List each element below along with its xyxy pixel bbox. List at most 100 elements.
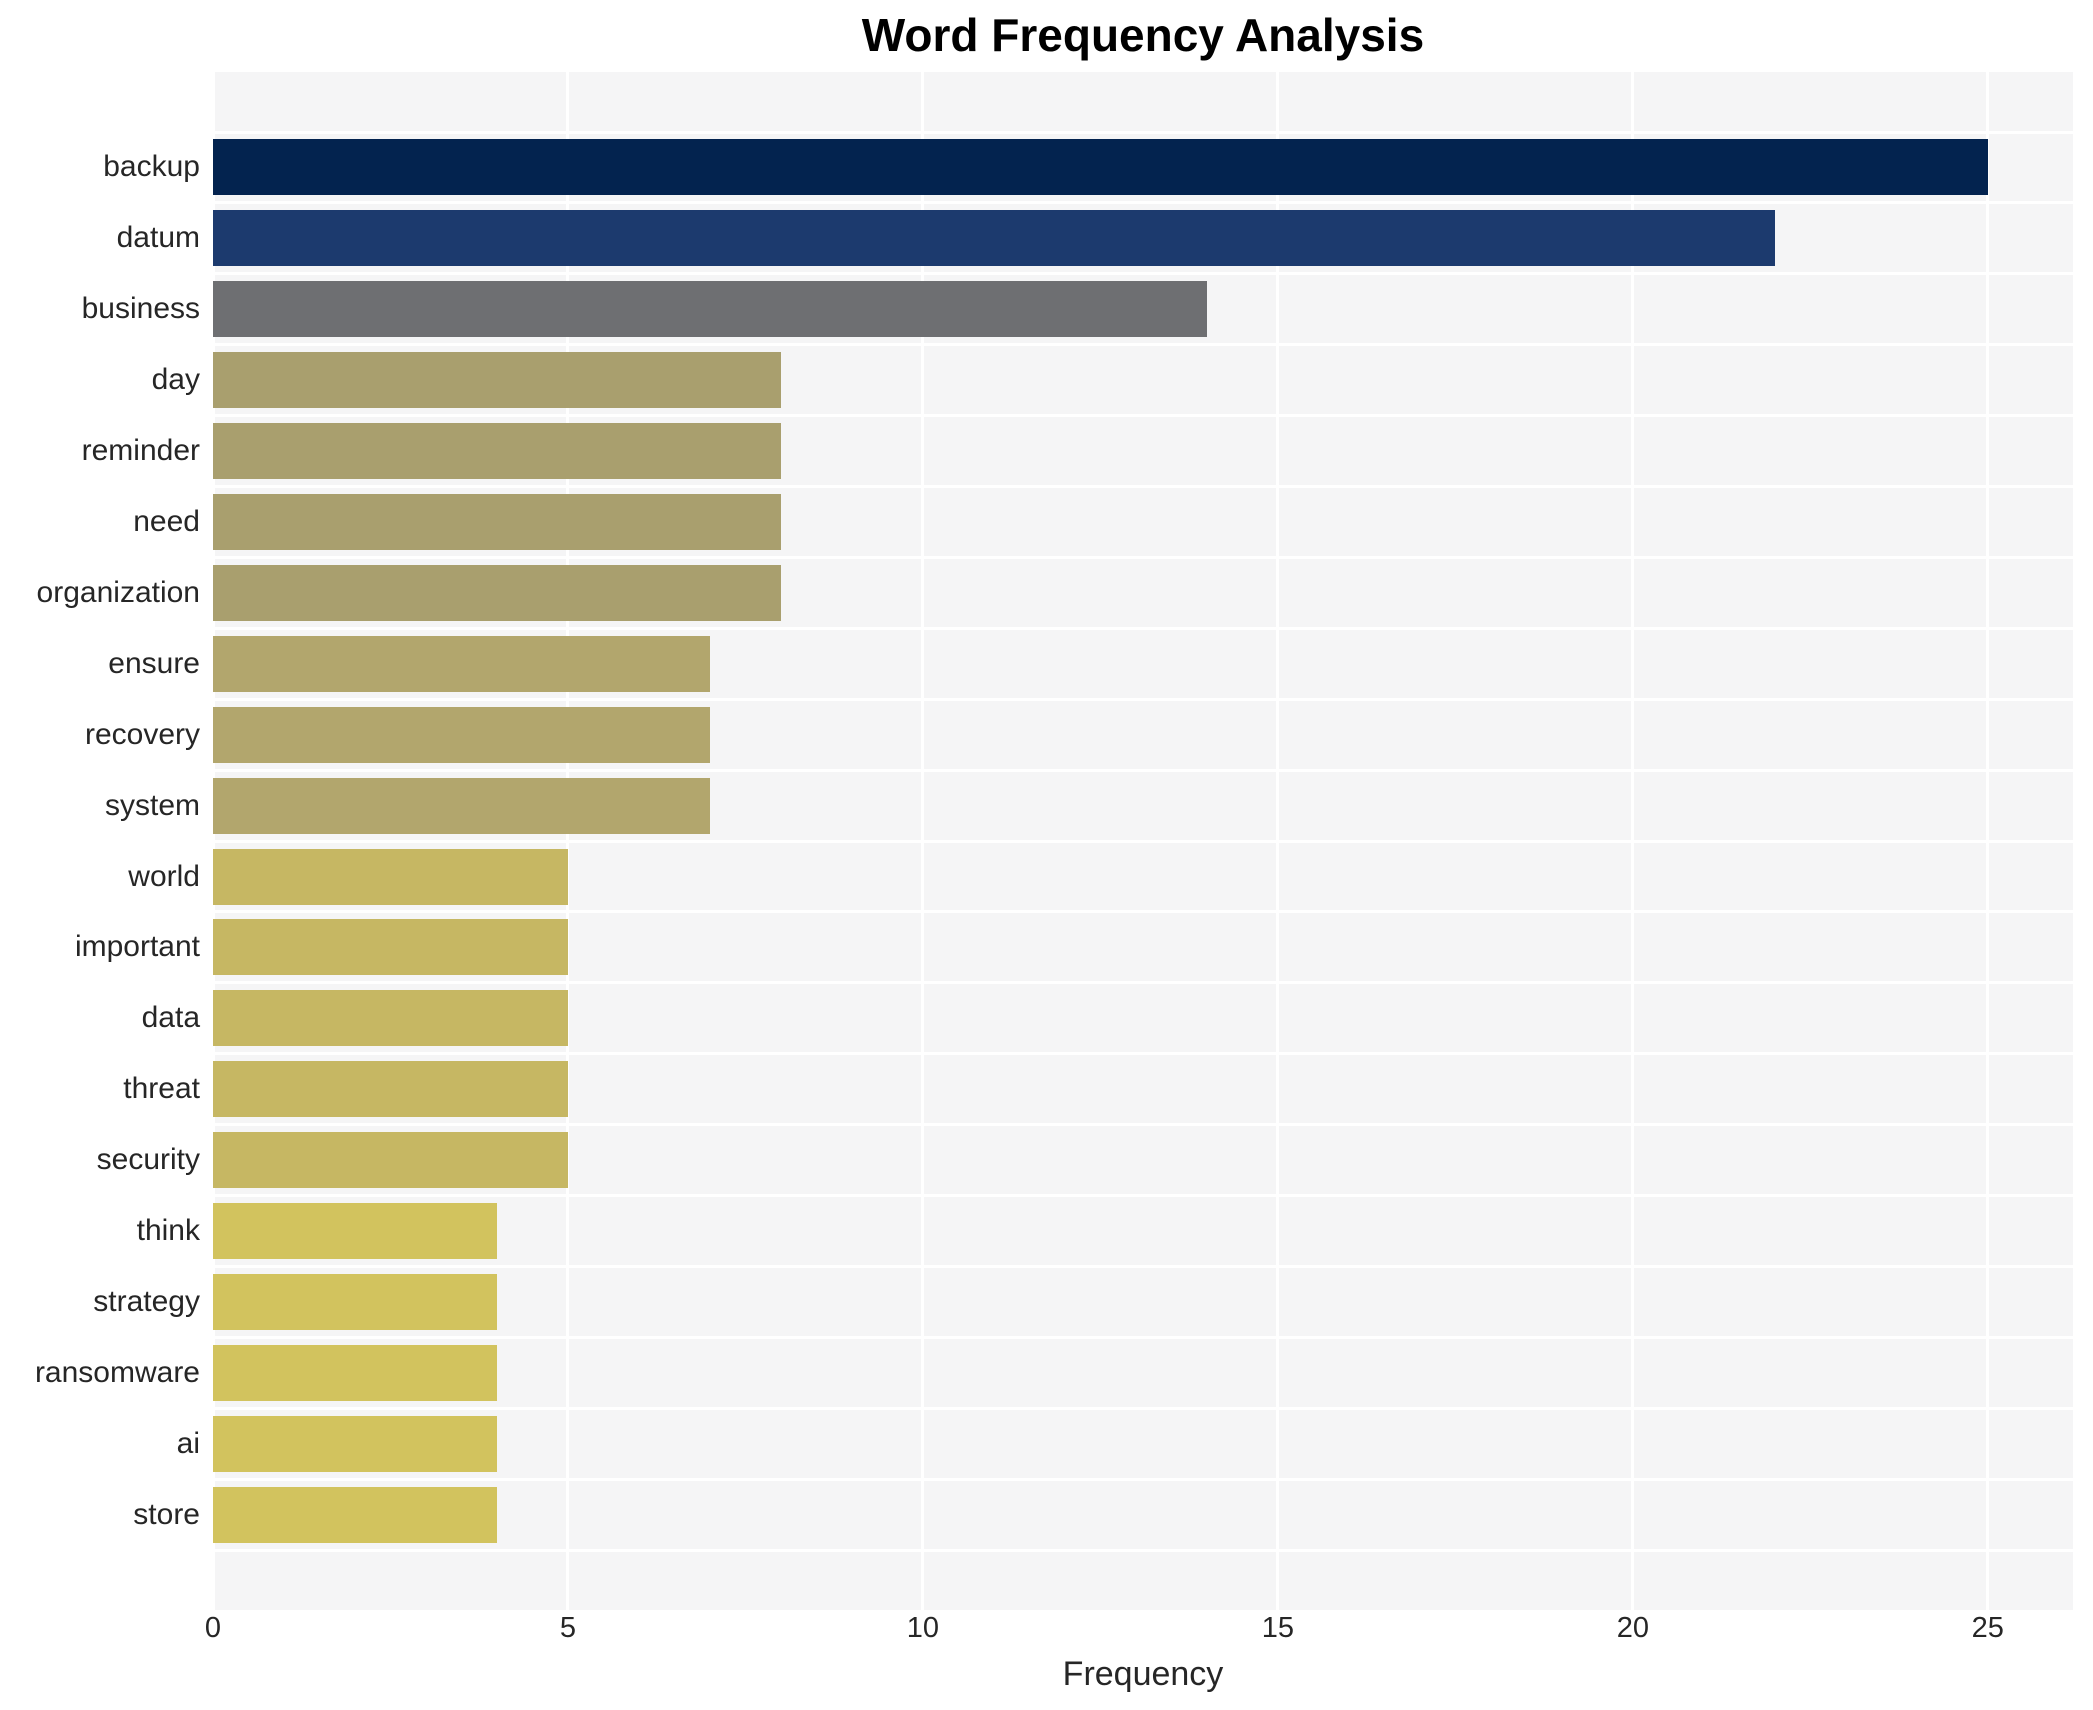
bar-day (213, 352, 781, 409)
vertical-gridline (566, 72, 570, 1610)
category-label-store: store (133, 1497, 200, 1531)
table-row: business (0, 274, 2073, 345)
category-label-organization: organization (36, 575, 200, 609)
x-tick-label-5: 5 (559, 1612, 577, 1644)
horizontal-gridline (213, 272, 2073, 276)
bar-track (213, 1125, 2073, 1196)
bar-track (213, 203, 2073, 274)
category-label-data: data (141, 1001, 200, 1035)
bar-track (213, 770, 2073, 841)
bar-track (213, 1267, 2073, 1338)
category-label-important: important (74, 930, 200, 964)
bar-datum (213, 210, 1775, 267)
bar-track (213, 345, 2073, 416)
bar-track (213, 1196, 2073, 1267)
table-row: data (0, 983, 2073, 1054)
bar-track (213, 912, 2073, 983)
table-row: organization (0, 557, 2073, 628)
category-label-business: business (81, 292, 200, 326)
bar-reminder (213, 423, 781, 480)
horizontal-gridline (213, 1264, 2073, 1268)
table-row: system (0, 770, 2073, 841)
horizontal-gridline (213, 201, 2073, 205)
bar-track (213, 557, 2073, 628)
bar-track (213, 274, 2073, 345)
bar-track (213, 1337, 2073, 1408)
vertical-gridline (211, 72, 215, 1610)
horizontal-gridline (213, 414, 2073, 418)
chart-title: Word Frequency Analysis (861, 9, 1425, 61)
rows-layer: backup datum business day reminder need organi… (0, 132, 2073, 1550)
horizontal-gridline (213, 981, 2073, 985)
x-axis-title: Frequency (1062, 1655, 1224, 1693)
table-row: backup (0, 132, 2073, 203)
x-tick-label-25: 25 (1971, 1612, 2004, 1644)
horizontal-gridline (213, 485, 2073, 488)
table-row: reminder (0, 416, 2073, 487)
bar-track (213, 487, 2073, 558)
bar-system (213, 777, 710, 834)
bar-organization (213, 564, 781, 621)
horizontal-gridline (213, 1123, 2073, 1127)
bar-track (213, 1054, 2073, 1125)
horizontal-gridline (213, 839, 2073, 843)
horizontal-gridline (213, 1477, 2073, 1481)
category-label-ai: ai (176, 1426, 200, 1460)
bar-recovery (213, 706, 710, 763)
horizontal-gridline (213, 1548, 2073, 1552)
category-label-threat: threat (123, 1072, 200, 1106)
horizontal-gridline (213, 697, 2073, 701)
category-label-need: need (133, 504, 200, 538)
table-row: ensure (0, 628, 2073, 699)
horizontal-gridline (213, 1052, 2073, 1056)
bar-business (213, 281, 1207, 338)
category-label-security: security (96, 1143, 200, 1177)
category-label-strategy: strategy (93, 1284, 200, 1318)
horizontal-gridline (213, 626, 2073, 630)
x-tick-label-0: 0 (204, 1612, 222, 1644)
bar-important (213, 919, 568, 976)
bar-track (213, 416, 2073, 487)
horizontal-gridline (213, 130, 2073, 134)
bar-world (213, 848, 568, 905)
bar-data (213, 990, 568, 1047)
horizontal-gridline (213, 343, 2073, 347)
bar-threat (213, 1061, 568, 1118)
horizontal-gridline (213, 1335, 2073, 1339)
table-row: recovery (0, 699, 2073, 770)
category-label-datum: datum (116, 221, 200, 255)
bar-ransomware (213, 1344, 497, 1401)
table-row: store (0, 1479, 2073, 1550)
table-row: ai (0, 1408, 2073, 1479)
bar-track (213, 132, 2073, 203)
table-row: day (0, 345, 2073, 416)
table-row: datum (0, 203, 2073, 274)
bar-backup (213, 139, 1988, 196)
table-row: think (0, 1196, 2073, 1267)
x-tick-label-15: 15 (1261, 1612, 1295, 1644)
category-label-reminder: reminder (81, 434, 200, 468)
bar-think (213, 1203, 497, 1260)
table-row: important (0, 912, 2073, 983)
category-label-system: system (104, 788, 200, 822)
horizontal-gridline (213, 1406, 2073, 1410)
table-row: threat (0, 1054, 2073, 1125)
horizontal-gridline (213, 910, 2073, 914)
table-row: strategy (0, 1267, 2073, 1338)
bar-ensure (213, 635, 710, 692)
vertical-gridline (1276, 72, 1280, 1610)
category-label-day: day (151, 363, 200, 397)
bar-security (213, 1132, 568, 1189)
x-tick-label-10: 10 (906, 1612, 940, 1644)
bar-track (213, 1479, 2073, 1550)
category-label-ransomware: ransomware (34, 1355, 200, 1389)
horizontal-gridline (213, 768, 2073, 772)
table-row: ransomware (0, 1337, 2073, 1408)
bar-ai (213, 1415, 497, 1472)
vertical-gridline (921, 72, 925, 1610)
horizontal-gridline (213, 1194, 2073, 1197)
bar-store (213, 1486, 497, 1543)
category-label-think: think (136, 1214, 200, 1248)
bar-track (213, 628, 2073, 699)
